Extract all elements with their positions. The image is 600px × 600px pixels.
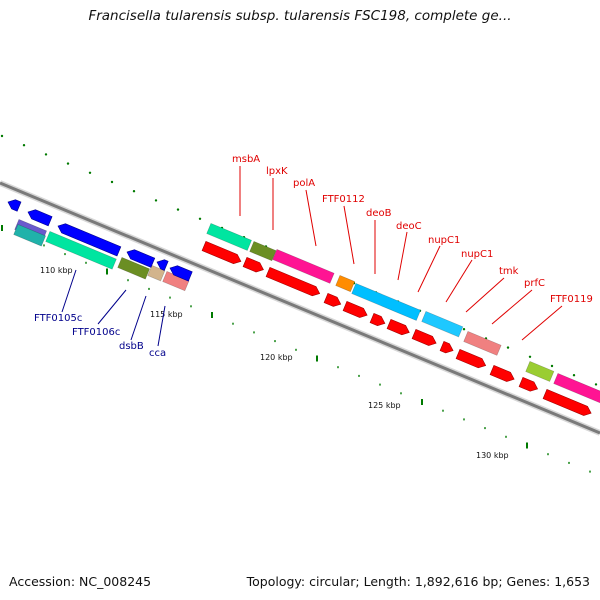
- forward-gene-arrow: [201, 240, 242, 265]
- genome-summary-text: Topology: circular; Length: 1,892,616 bp…: [246, 574, 590, 589]
- gene-label-polA: polA: [293, 178, 315, 189]
- scale-label-115: 115 kbp: [150, 310, 183, 319]
- forward-gene-shape: [518, 376, 539, 392]
- forward-gene-arrow: [439, 340, 454, 354]
- cds-bar: [463, 330, 502, 356]
- reverse-gene-shape: [126, 249, 156, 268]
- cds-bar: [45, 230, 117, 270]
- outer-dot: [44, 153, 48, 156]
- outer-dot: [0, 134, 4, 138]
- forward-gene-arrow: [542, 388, 592, 416]
- outer-dot: [528, 355, 532, 358]
- forward-gene-shape: [411, 328, 437, 346]
- cds-feature-bars: [13, 218, 600, 404]
- forward-gene-shape: [489, 364, 515, 382]
- forward-gene-shape: [242, 256, 264, 273]
- forward-gene-shape: [323, 292, 342, 307]
- forward-gene-arrow: [386, 318, 410, 336]
- cds-bar: [525, 360, 555, 382]
- gene-label-deoC: deoC: [396, 221, 422, 232]
- outer-dot: [572, 374, 576, 377]
- cds-bar: [421, 310, 464, 338]
- outer-dot: [506, 346, 510, 349]
- reverse-gene-arrow: [7, 199, 22, 212]
- cds-bar: [147, 264, 166, 282]
- forward-gene-arrow: [242, 256, 264, 273]
- forward-gene-shape: [386, 318, 410, 336]
- outer-dot: [110, 180, 114, 184]
- forward-gene-arrow: [518, 376, 539, 392]
- cds-bar: [351, 282, 421, 321]
- forward-gene-arrow: [265, 266, 321, 297]
- gene-label-deoB: deoB: [366, 208, 392, 219]
- reverse-gene-arrow: [126, 249, 156, 268]
- gene-label-FTF0105c: FTF0105c: [34, 313, 82, 324]
- scale-label-120: 120 kbp: [260, 353, 293, 362]
- outer-dot: [154, 199, 158, 202]
- reverse-gene-shape: [156, 259, 169, 271]
- forward-gene-shape: [542, 388, 592, 416]
- accession-text: Accession: NC_008245: [9, 574, 152, 589]
- outer-dot: [462, 328, 466, 331]
- forward-gene-arrow: [411, 328, 437, 346]
- outer-dot: [88, 171, 92, 174]
- forward-gene-arrow: [489, 364, 515, 382]
- reverse-gene-arrow: [156, 259, 169, 271]
- forward-gene-arrow: [369, 312, 386, 327]
- gene-label-tmk: tmk: [499, 266, 519, 277]
- forward-gene-shape: [265, 266, 321, 297]
- cds-bar: [553, 372, 600, 404]
- cds-bar: [249, 240, 277, 262]
- gene-label-nupC1-b: nupC1: [461, 249, 493, 260]
- gene-label-dsbB: dsbB: [119, 341, 144, 352]
- forward-gene-arrows: [201, 240, 592, 416]
- outer-dot: [550, 364, 554, 368]
- outer-dot: [22, 144, 26, 147]
- gene-label-cca: cca: [149, 348, 166, 359]
- outer-dot: [132, 190, 136, 193]
- cds-bar: [206, 222, 252, 251]
- gene-label-nupC1-a: nupC1: [428, 235, 460, 246]
- gene-label-prfC: prfC: [524, 278, 545, 289]
- scale-ticks: [1, 225, 591, 473]
- forward-gene-shape: [439, 340, 454, 354]
- forward-gene-shape: [455, 348, 487, 369]
- cds-bar: [13, 223, 47, 247]
- gene-label-msbA: msbA: [232, 154, 260, 165]
- outer-dot: [198, 217, 202, 220]
- gene-label-FTF0106c: FTF0106c: [72, 327, 120, 338]
- gene-label-FTF0112: FTF0112: [322, 194, 365, 205]
- scale-label-125: 125 kbp: [368, 401, 401, 410]
- forward-gene-shape: [369, 312, 386, 327]
- outer-dot: [176, 208, 180, 211]
- scale-label-130: 130 kbp: [476, 451, 509, 460]
- scale-labels: 110 kbp 115 kbp 120 kbp 125 kbp 130 kbp: [40, 266, 509, 460]
- reverse-gene-arrow: [27, 209, 53, 227]
- cds-bar: [335, 274, 356, 293]
- scale-label-110: 110 kbp: [40, 266, 73, 275]
- reverse-gene-shape: [169, 265, 193, 282]
- outer-dot: [594, 383, 598, 386]
- gene-label-FTF0119: FTF0119: [550, 294, 593, 305]
- reverse-gene-arrow: [169, 265, 193, 282]
- gene-labels-bottom: FTF0105c FTF0106c dsbB cca: [34, 269, 166, 359]
- cds-bar: [272, 248, 335, 284]
- gene-label-lpxK: lpxK: [266, 166, 288, 177]
- genome-title: Francisella tularensis subsp. tularensis…: [88, 8, 512, 24]
- cds-bar: [117, 256, 151, 280]
- reverse-gene-shape: [57, 223, 122, 257]
- forward-gene-arrow: [455, 348, 487, 369]
- forward-gene-shape: [342, 300, 368, 318]
- reverse-gene-shape: [27, 209, 53, 227]
- reverse-gene-arrow: [57, 223, 122, 257]
- outer-dot: [66, 162, 70, 165]
- reverse-gene-shape: [7, 199, 22, 212]
- genome-backbone: [0, 180, 600, 436]
- gene-labels-top: msbA lpxK polA FTF0112 deoB deoC nupC1 n…: [232, 154, 593, 341]
- reverse-gene-arrows: [7, 199, 193, 282]
- forward-gene-arrow: [342, 300, 368, 318]
- forward-gene-shape: [201, 240, 242, 265]
- forward-gene-arrow: [323, 292, 342, 307]
